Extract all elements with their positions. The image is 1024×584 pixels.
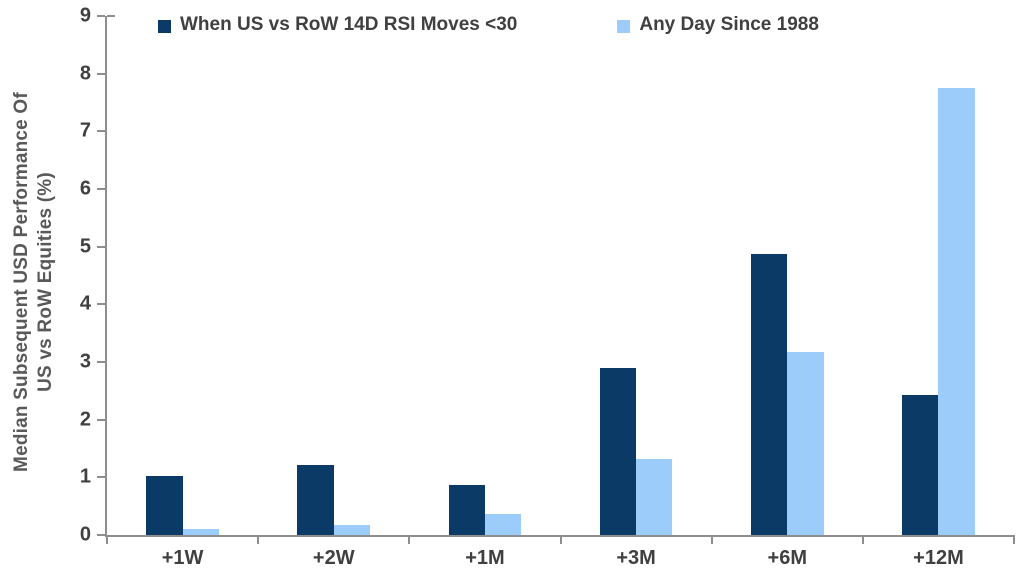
y-axis-title-line1: Median Subsequent USD Performance Of [11, 92, 32, 472]
bar-any-day-2w [333, 525, 371, 535]
x-tick-mark [710, 535, 713, 544]
y-tick-label: 1 [79, 465, 91, 488]
x-axis-labels: +1W +2W +1M +3M +6M +12M [107, 547, 1014, 570]
plot-area: 0 1 2 3 4 5 6 7 8 9 +1W +2W +1M +3M +6M +12M [80, 5, 1015, 569]
y-tick-label: 5 [79, 235, 91, 258]
legend-label-anyday: Any Day Since 1988 [639, 14, 819, 35]
y-tick-label: 9 [79, 4, 91, 27]
x-tick-mark [257, 535, 260, 544]
y-tick-mark [97, 303, 105, 306]
bar-group-6m [712, 16, 863, 535]
y-tick-label: 0 [79, 523, 91, 546]
legend-item-anyday: Any Day Since 1988 [617, 14, 819, 36]
bar-group-12m [863, 16, 1014, 535]
bar-rsi-below-30-1m [448, 484, 485, 535]
legend-label-rsi: When US vs RoW 14D RSI Moves <30 [180, 14, 518, 35]
legend-item-rsi: When US vs RoW 14D RSI Moves <30 [158, 14, 517, 36]
y-tick-mark [97, 130, 105, 133]
y-tick-mark [97, 534, 105, 536]
bar-group-2w [258, 16, 409, 535]
y-tick-label: 4 [79, 292, 91, 315]
bars-layer [107, 16, 1014, 535]
x-axis-label-2w: +2W [312, 547, 355, 569]
y-tick-mark [97, 418, 105, 421]
bar-any-day-6m [787, 352, 824, 535]
bar-rsi-below-30-6m [750, 254, 788, 535]
bar-any-day-1w [182, 529, 219, 535]
y-tick-label: 7 [79, 119, 91, 142]
x-axis-label-6m: +6M [767, 547, 807, 569]
y-axis-top-tick [107, 15, 115, 17]
y-tick-mark [97, 72, 105, 75]
x-tick-mark [106, 535, 108, 544]
x-axis-label-1w: +1W [161, 547, 204, 569]
y-tick-mark [97, 476, 105, 479]
x-tick-mark [1013, 535, 1015, 544]
y-tick-label: 8 [79, 62, 91, 85]
bar-group-1w [107, 16, 258, 535]
x-tick-mark [408, 535, 411, 544]
x-axis-label-1m: +1M [465, 547, 505, 569]
bar-group-1m [409, 16, 560, 535]
bar-any-day-3m [636, 458, 673, 535]
y-tick-label: 2 [79, 408, 91, 431]
bar-rsi-below-30-12m [902, 395, 939, 535]
bar-group-3m [561, 16, 712, 535]
legend-swatch-anyday-icon [617, 19, 631, 33]
bar-rsi-below-30-3m [599, 367, 637, 535]
x-tick-mark [559, 535, 562, 544]
legend-swatch-rsi-icon [158, 19, 171, 33]
y-tick-mark [97, 187, 105, 190]
y-tick-mark [97, 15, 105, 17]
x-axis-label-12m: +12M [913, 547, 964, 569]
x-tick-mark [861, 535, 864, 544]
x-axis-label-3m: +3M [616, 547, 656, 569]
bar-any-day-12m [938, 88, 975, 535]
y-tick-label: 6 [79, 177, 91, 200]
bar-rsi-below-30-2w [297, 464, 334, 535]
bar-any-day-1m [484, 513, 522, 535]
bar-rsi-below-30-1w [146, 475, 183, 535]
legend: When US vs RoW 14D RSI Moves <30 Any Day… [158, 14, 819, 36]
y-tick-mark [97, 361, 105, 363]
y-tick-label: 3 [79, 350, 91, 373]
y-tick-mark [97, 245, 105, 248]
